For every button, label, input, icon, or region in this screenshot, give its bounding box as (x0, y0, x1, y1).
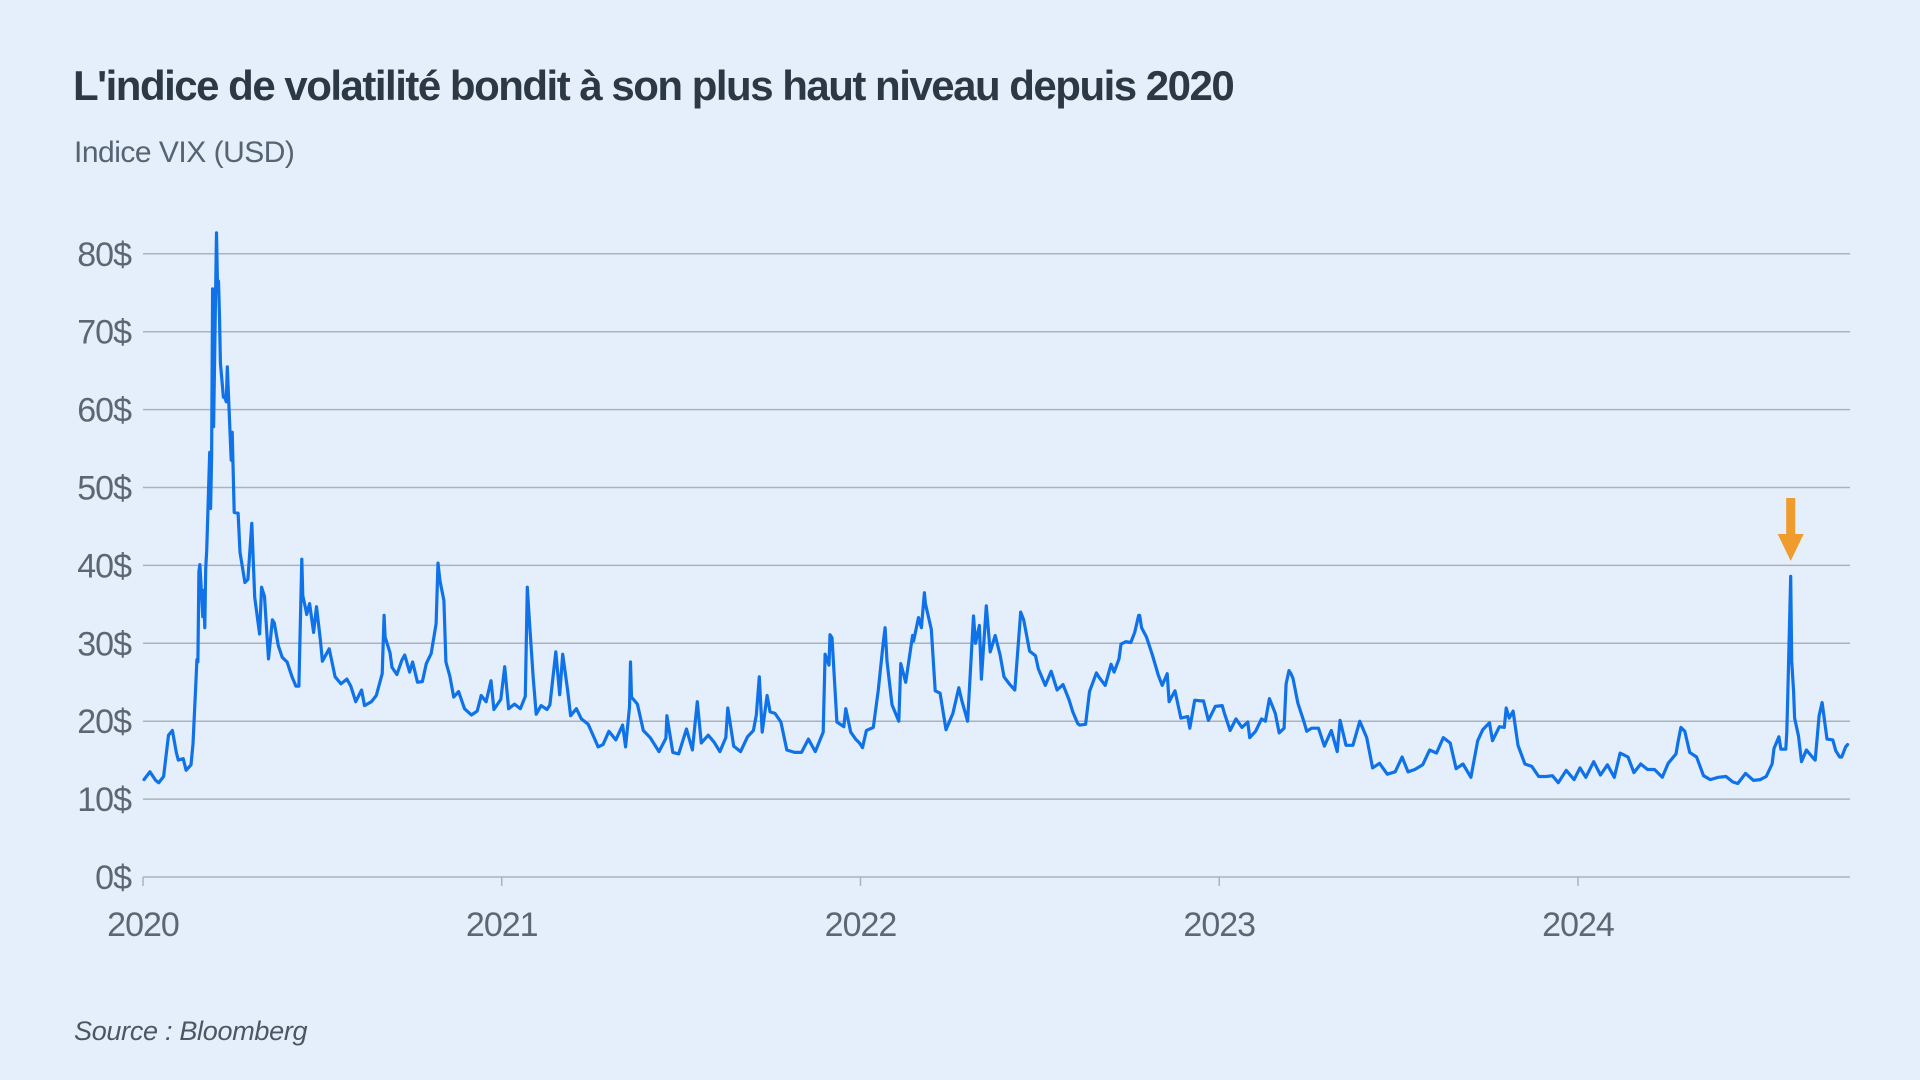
y-axis-label: 40$ (77, 547, 132, 585)
y-axis-label: 50$ (77, 470, 132, 508)
y-axis-label: 10$ (77, 781, 132, 819)
annotation-arrow-stem (1786, 498, 1796, 535)
y-axis-label: 20$ (77, 703, 132, 741)
y-axis-label: 0$ (95, 859, 132, 897)
y-axis-label: 80$ (77, 236, 132, 274)
chart-subtitle: Indice VIX (USD) (74, 136, 295, 169)
x-axis-label: 2022 (825, 906, 897, 944)
x-axis-label: 2023 (1183, 906, 1255, 944)
chart-title: L'indice de volatilité bondit à son plus… (73, 62, 1235, 109)
y-axis-label: 60$ (77, 392, 132, 430)
y-axis-label: 70$ (77, 314, 132, 352)
y-axis-label: 30$ (77, 625, 132, 663)
x-axis-label: 2024 (1542, 906, 1614, 944)
vix-line (142, 231, 1850, 786)
source-note: Source : Bloomberg (74, 1016, 308, 1046)
x-axis-label: 2021 (466, 906, 538, 944)
x-axis-label: 2020 (107, 906, 179, 944)
annotation-arrow-head (1777, 534, 1804, 561)
